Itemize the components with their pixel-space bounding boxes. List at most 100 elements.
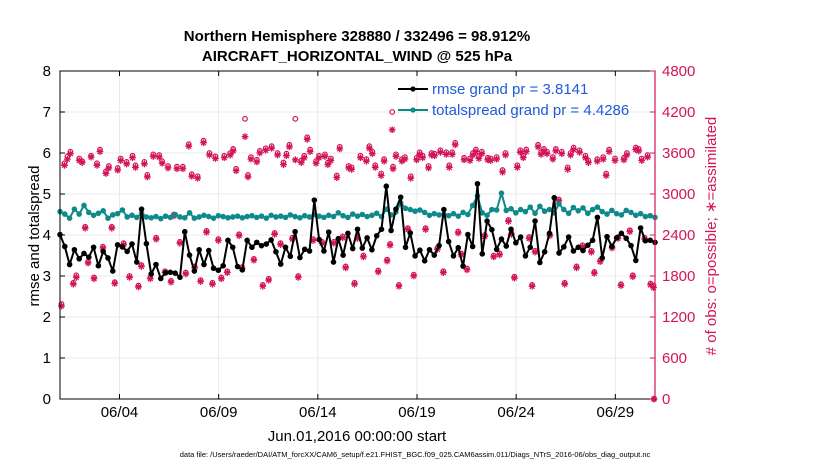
totalspread-point-36	[229, 214, 236, 220]
totalspread-point-52	[306, 214, 313, 220]
y-tick-label-7: 7	[43, 104, 51, 121]
obs-assimilated-point-95	[339, 234, 347, 242]
totalspread-point-16	[133, 214, 140, 221]
obs-assimilated-point-63	[244, 173, 252, 181]
rmse-point-49	[292, 228, 298, 235]
obs-assimilated-point-26	[135, 283, 142, 291]
obs-assimilated-point-8	[81, 224, 89, 232]
obs-assimilated-point-47	[197, 278, 205, 285]
rmse-point-84	[460, 263, 466, 269]
rmse-point-39	[244, 237, 250, 244]
totalspread-point-88	[479, 210, 486, 216]
obs-assimilated-point-119	[410, 272, 418, 280]
rmse-point-80	[441, 206, 447, 213]
totalspread-point-22	[162, 213, 169, 219]
obs-assimilated-point-128	[436, 148, 444, 156]
obs-assimilated-point-94	[336, 145, 344, 153]
obs-assimilated-point-138	[466, 157, 474, 164]
rmse-point-95	[513, 239, 519, 246]
obs-assimilated-point-190	[620, 156, 628, 164]
obs-assimilated-point-192	[626, 228, 634, 235]
obs-assimilated-point-115	[398, 157, 406, 165]
totalspread-point-57	[330, 213, 337, 220]
obs-assimilated-point-142	[478, 150, 486, 158]
obs-assimilated-point-136	[460, 156, 468, 164]
obs-assimilated-point-43	[185, 142, 193, 150]
totalspread-point-78	[431, 210, 438, 217]
totalspread-point-31	[205, 213, 212, 220]
obs-assimilated-point-159	[528, 282, 536, 290]
rmse-point-113	[599, 255, 606, 261]
totalspread-point-76	[421, 209, 428, 216]
obs-extra-assimilated-0	[388, 126, 396, 134]
obs-assimilated-point-40	[176, 239, 184, 247]
obs-assimilated-point-120	[413, 156, 421, 164]
obs-assimilated-point-174	[573, 264, 580, 272]
obs-assimilated-point-50	[206, 151, 213, 159]
obs-assimilated-point-86	[312, 159, 320, 167]
totalspread-point-33	[215, 212, 222, 219]
obs-assimilated-point-88	[318, 239, 326, 247]
legend-rmse-label: rmse grand pr = 3.8141	[432, 81, 588, 98]
obs-assimilated-point-177	[582, 154, 589, 162]
totalspread-point-14	[124, 214, 130, 220]
obs-assimilated-point-176	[579, 243, 586, 251]
totalspread-point-75	[417, 207, 423, 213]
obs-assimilated-point-162	[537, 150, 545, 158]
obs-assimilated-point-124	[425, 164, 432, 172]
obs-assimilated-point-108	[377, 172, 385, 179]
obs-assimilated-point-198	[644, 153, 651, 161]
obs-assimilated-point-57	[226, 151, 234, 159]
obs-assimilated-point-137	[463, 266, 471, 274]
obs-assimilated-point-180	[590, 269, 598, 277]
totalspread-point-74	[412, 208, 418, 215]
obs-assimilated-point-0	[58, 302, 65, 310]
y-tick-label-3: 3	[43, 268, 51, 285]
rmse-point-34	[220, 262, 226, 269]
y-tick-label-4: 4	[43, 227, 51, 244]
obs-assimilated-point-36	[164, 164, 172, 172]
y-right-tick-label-0: 0	[662, 391, 670, 408]
obs-assimilated-point-140	[472, 148, 480, 156]
totalspread-point-54	[316, 213, 322, 219]
rmse-point-46	[277, 261, 284, 267]
rmse-point-91	[493, 246, 500, 253]
obs-assimilated-point-11	[90, 275, 98, 283]
rmse-point-102	[546, 230, 553, 237]
rmse-point-2	[66, 261, 73, 268]
obs-assimilated-point-55	[220, 154, 228, 162]
rmse-point-90	[489, 226, 495, 233]
rmse-point-36	[229, 244, 236, 251]
obs-assimilated-point-133	[451, 141, 459, 149]
obs-assimilated-point-6	[75, 157, 83, 164]
rmse-point-30	[201, 261, 207, 268]
totalspread-point-77	[426, 212, 433, 219]
x-tick-label-4: 06/24	[497, 404, 535, 421]
totalspread-point-50	[297, 214, 303, 221]
totalspread-point-65	[369, 212, 375, 219]
rmse-point-25	[177, 274, 183, 281]
obs-assimilated-point-185	[605, 148, 613, 156]
totalspread-point-51	[301, 212, 308, 219]
chart-title-line2: AIRCRAFT_HORIZONTAL_WIND @ 525 hPa	[202, 48, 513, 65]
y-right-tick-label-5: 3000	[662, 186, 695, 203]
obs-assimilated-point-25	[132, 163, 139, 171]
totalspread-point-19	[148, 214, 154, 221]
obs-assimilated-point-145	[487, 157, 495, 164]
totalspread-point-28	[191, 215, 198, 221]
obs-assimilated-point-76	[283, 152, 290, 160]
rmse-point-94	[508, 226, 514, 233]
obs-assimilated-point-125	[428, 151, 435, 159]
obs-assimilated-point-189	[617, 282, 625, 289]
obs-assimilated-point-179	[587, 248, 595, 256]
totalspread-point-106	[565, 210, 572, 217]
obs-assimilated-point-170	[561, 280, 569, 288]
rmse-point-105	[561, 244, 567, 250]
rmse-point-118	[623, 235, 630, 242]
rmse-point-22	[162, 269, 169, 276]
rmse-point-73	[407, 230, 414, 236]
obs-assimilated-point-114	[395, 282, 403, 290]
obs-assimilated-point-79	[291, 156, 299, 164]
obs-assimilated-point-24	[129, 154, 136, 162]
totalspread-point-24	[172, 211, 178, 218]
